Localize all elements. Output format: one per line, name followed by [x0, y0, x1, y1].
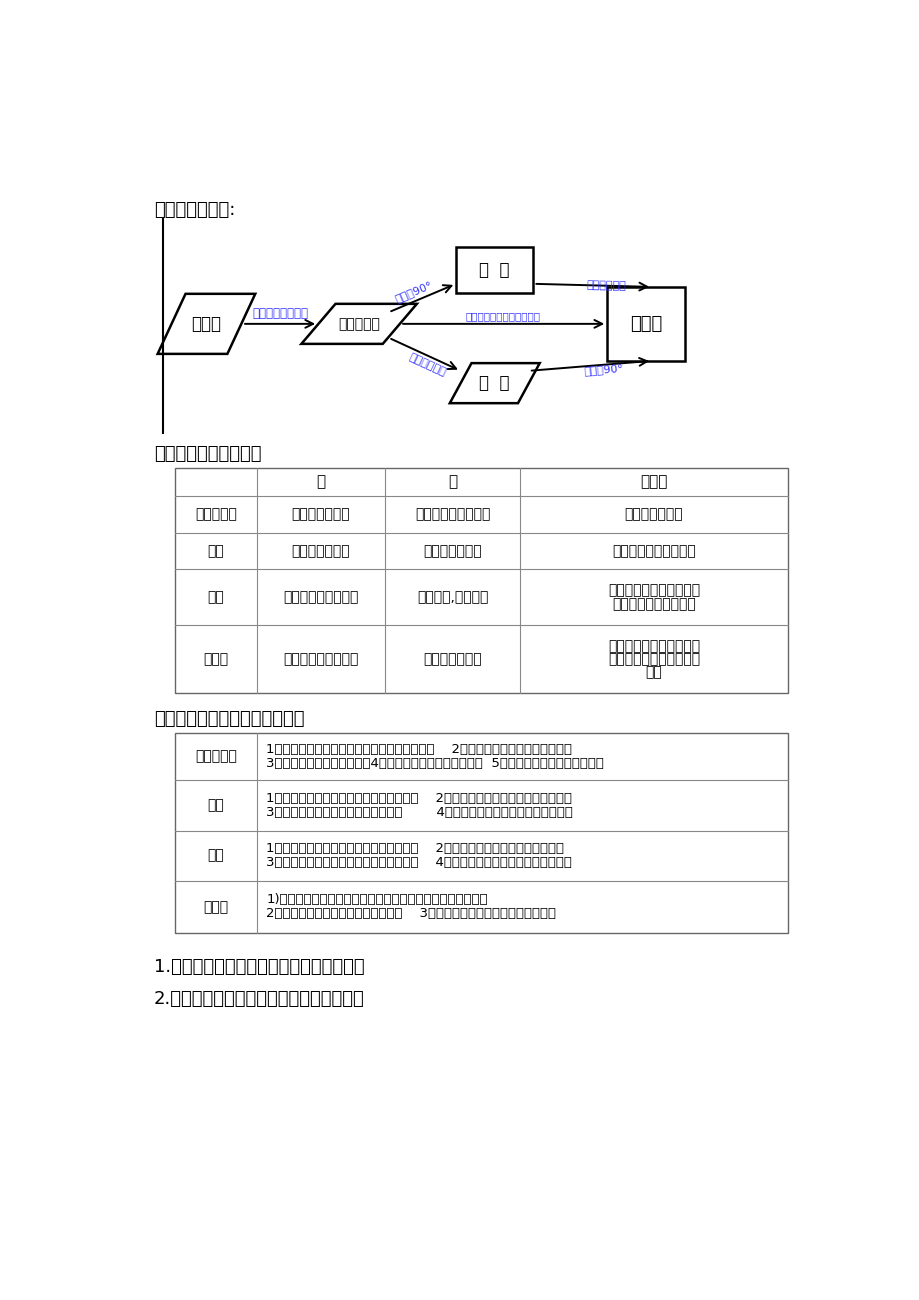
- Text: 两组对边分别平行: 两组对边分别平行: [252, 307, 308, 320]
- Text: 四边形: 四边形: [191, 315, 221, 333]
- Polygon shape: [301, 304, 416, 345]
- Text: 对角: 对角: [645, 664, 662, 679]
- Text: 1）两组对边分别平行的四边形是平行四边形；    2）两组对边分别相等的四边形；: 1）两组对边分别平行的四边形是平行四边形； 2）两组对边分别相等的四边形；: [266, 744, 572, 757]
- Text: 条对角线平分一组对角: 条对角线平分一组对角: [611, 597, 695, 611]
- Text: 2.直角三角形斜边上的中线等于斜边的一半: 2.直角三角形斜边上的中线等于斜边的一半: [153, 989, 364, 1008]
- Text: 角: 角: [448, 474, 457, 489]
- Text: 3）一组对边平行且相等的；4）两组对角分别相等的四边形  5）对角线互相平分的四边形；: 3）一组对边平行且相等的；4）两组对角分别相等的四边形 5）对角线互相平分的四边…: [266, 757, 604, 770]
- Text: 一组邻边相等: 一组邻边相等: [585, 280, 626, 291]
- Text: 等，每条对角线平分一组: 等，每条对角线平分一组: [607, 651, 699, 666]
- Text: 三、平行四边形的常用判定方法: 三、平行四边形的常用判定方法: [153, 710, 304, 728]
- Bar: [607, 287, 684, 361]
- Text: 边: 边: [316, 474, 325, 489]
- Text: 平行四边形: 平行四边形: [338, 317, 380, 332]
- Bar: [176, 468, 787, 693]
- Bar: [456, 247, 533, 292]
- Text: 1)有一个角是直角且有一组邻边相等的平行四边形是正方形；: 1)有一个角是直角且有一组邻边相等的平行四边形是正方形；: [266, 893, 487, 906]
- Bar: [176, 733, 787, 933]
- Text: 对角线互相垂直平分，每: 对角线互相垂直平分，每: [607, 584, 699, 598]
- Polygon shape: [157, 294, 255, 354]
- Text: 对边平行，四边相等: 对边平行，四边相等: [283, 590, 358, 605]
- Text: 对角线相等且互相平分: 对角线相等且互相平分: [611, 543, 695, 558]
- Text: 菱  形: 菱 形: [479, 374, 509, 393]
- Text: 矩  形: 矩 形: [479, 261, 509, 280]
- Text: 对角相等，邻角互补: 对角相等，邻角互补: [414, 507, 490, 521]
- Text: 正方形: 正方形: [203, 900, 229, 914]
- Text: 一角为90°: 一角为90°: [393, 280, 434, 304]
- Text: 菱形: 菱形: [208, 849, 224, 862]
- Text: 2）有一组邻边相等的矩形是正方形；    3）有一个角是直角的菱形是正方形。: 2）有一组邻边相等的矩形是正方形； 3）有一个角是直角的菱形是正方形。: [266, 907, 555, 920]
- Text: 1）有一组邻边相等的平行四边形是菱形；    2）四条边都相等的四边形是菱形；: 1）有一组邻边相等的平行四边形是菱形； 2）四条边都相等的四边形是菱形；: [266, 842, 563, 855]
- Text: 对角线互相平分: 对角线互相平分: [624, 507, 683, 521]
- Polygon shape: [449, 363, 539, 403]
- Text: 一、知识结构图:: 一、知识结构图:: [153, 200, 235, 218]
- Text: 对边平行且相等: 对边平行且相等: [291, 543, 350, 558]
- Text: 1）有一个角是直角的平行四边形是矩形；    2）有三个角是直角的四边形是矩形；: 1）有一个角是直角的平行四边形是矩形； 2）有三个角是直角的四边形是矩形；: [266, 792, 572, 805]
- Text: 对角线: 对角线: [640, 474, 667, 489]
- Text: 3）对角线相等的平行四边形是矩形。        4）对角线平分且相等的四边形是矩形: 3）对角线相等的平行四边形是矩形。 4）对角线平分且相等的四边形是矩形: [266, 806, 573, 819]
- Text: 平行四边形: 平行四边形: [195, 507, 237, 521]
- Text: 对边平行且相等: 对边平行且相等: [291, 507, 350, 521]
- Text: 对角相等,邻角互补: 对角相等,邻角互补: [416, 590, 488, 605]
- Text: 二、平行四边形的性质: 二、平行四边形的性质: [153, 445, 261, 463]
- Text: 一角为直角且一组邻边相等: 一角为直角且一组邻边相等: [465, 311, 540, 321]
- Text: 一组邻边相等: 一组邻边相等: [407, 352, 448, 377]
- Text: 菱形: 菱形: [208, 590, 224, 605]
- Text: 对角线互相垂直平分且相: 对角线互相垂直平分且相: [607, 638, 699, 653]
- Text: 矩形: 矩形: [208, 543, 224, 558]
- Text: 3）对角线互相垂直的平行四边形是菱形。    4）对角线平分且垂直的四边形是菱形: 3）对角线互相垂直的平行四边形是菱形。 4）对角线平分且垂直的四边形是菱形: [266, 855, 572, 868]
- Text: 矩形: 矩形: [208, 798, 224, 812]
- Text: 1.三角形的中位线平行且等于第三边的一半: 1.三角形的中位线平行且等于第三边的一半: [153, 958, 364, 975]
- Text: 正方形: 正方形: [203, 651, 229, 666]
- Text: 四个角都是直角: 四个角都是直角: [423, 543, 482, 558]
- Text: 对边平行，四边相等: 对边平行，四边相等: [283, 651, 358, 666]
- Text: 正方形: 正方形: [630, 315, 662, 333]
- Text: 平行四边形: 平行四边形: [195, 750, 237, 763]
- Text: 一角为90°: 一角为90°: [584, 363, 623, 376]
- Text: 四个角都是直角: 四个角都是直角: [423, 651, 482, 666]
